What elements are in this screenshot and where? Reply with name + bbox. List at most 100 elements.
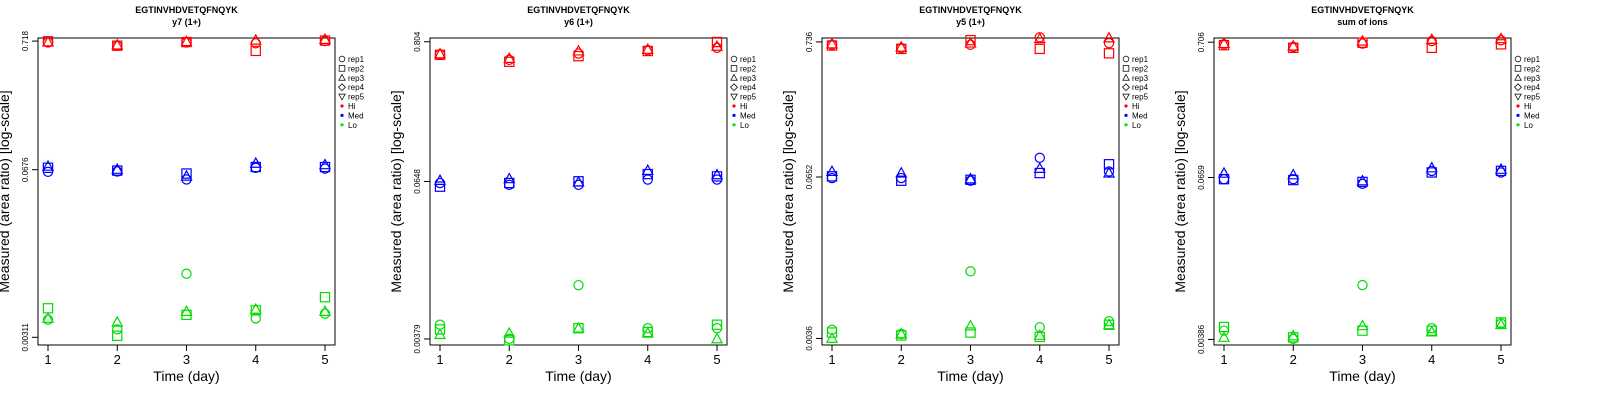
data-point-lo-rep3 [318,304,332,316]
y-tick-label: 0.0676 [21,157,30,182]
legend-label: Hi [1524,102,1532,111]
data-point-med-rep3 [503,172,516,184]
data-point-lo-rep3 [710,332,724,344]
data-point-lo-rep3 [641,326,654,338]
legend-symbol [1514,55,1522,63]
legend-symbol [1122,93,1130,101]
data-point-med-rep1 [642,174,653,185]
legend-label: rep1 [740,55,757,64]
data-point-med-rep3 [825,164,839,176]
data-point-lo-rep3 [572,321,585,333]
legend-symbol [338,83,346,92]
data-point-lo-rep1 [573,279,584,291]
x-tick-label: 3 [1359,352,1366,367]
legend-symbol [338,65,346,72]
legend-label: Med [1132,111,1148,120]
data-point-med-rep2 [711,171,723,182]
data-point-lo-rep3 [1102,318,1116,330]
legend-marker-rep2 [338,65,346,72]
legend-dot-lo [732,123,736,127]
data-point-lo-rep2 [1357,325,1368,336]
data-point-hi-rep3 [41,35,55,47]
y-tick-label: 0.706 [1197,32,1206,53]
legend-marker-rep4 [730,83,738,92]
data-point-lo-rep3 [1494,318,1508,330]
data-point-lo-rep3 [249,302,262,314]
data-point-hi-rep3 [964,36,977,48]
data-point-hi-rep2 [1495,39,1507,50]
data-point-hi-rep3 [433,47,447,59]
legend-marker-rep5 [338,93,346,101]
x-axis-label: Time (day) [545,368,611,384]
data-point-hi-rep3 [1425,32,1438,45]
legend-dot-hi [732,104,736,108]
data-point-hi-rep2 [642,45,653,57]
x-axis-label: Time (day) [153,368,219,384]
legend-label: rep2 [740,64,757,73]
y-tick-label: 0.804 [413,31,422,52]
data-point-med-rep3 [1217,166,1231,178]
data-point-med-rep3 [641,163,654,175]
legend-label: Lo [1132,121,1141,130]
data-point-hi-rep3 [503,51,516,63]
data-point-lo-rep3 [1287,329,1300,341]
x-axis-label: Time (day) [937,368,1003,384]
legend-label: rep4 [348,83,365,92]
legend-symbol [1122,73,1130,81]
legend-symbol [730,65,738,72]
legend-symbol [1122,65,1130,72]
data-point-med-rep2 [42,162,54,174]
data-point-med-rep2 [896,175,907,186]
data-point-lo-rep2 [965,327,976,338]
data-point-lo-rep3 [180,304,193,316]
plot-frame [37,37,336,346]
y-axis-label: Measured (area ratio) [log-scale] [1172,90,1188,292]
data-point-hi-rep2 [112,40,123,51]
data-point-lo-rep2 [42,303,54,314]
data-point-lo-rep1 [965,266,976,277]
data-point-lo-rep1 [112,324,123,335]
legend-label: Lo [1524,121,1533,130]
legend-marker-rep4 [1514,83,1522,92]
chart-panel-2: EGTINVHDVETQFNQYK y6 (1+) 1 2 3 4 5 0.00379 0.06… [388,5,757,384]
data-point-hi-rep2 [1103,48,1115,59]
data-point-lo-rep3 [1425,325,1438,337]
legend-marker-rep5 [1514,93,1522,101]
legend-dot-med [1124,113,1128,117]
data-point-lo-rep2 [711,319,723,330]
chart-panel-4: EGTINVHDVETQFNQYK sum of ions 1 2 3 4 5 0.00386… [1172,5,1541,384]
legend-marker-rep5 [1122,93,1130,101]
legend-marker-rep2 [1122,65,1130,72]
legend-label: Med [348,111,364,120]
chart-title: EGTINVHDVETQFNQYK [527,5,630,15]
x-tick-label: 4 [1036,352,1043,367]
legend-marker-rep1 [1122,55,1130,63]
y-tick-label: 0.0036 [805,326,814,351]
plot-frame [821,37,1120,346]
plot-frame [1213,37,1512,346]
data-point-hi-rep2 [250,45,261,57]
plot-frame [429,37,728,346]
x-tick-label: 1 [828,352,835,367]
data-point-med-rep3 [572,175,585,187]
legend-label: rep1 [1524,55,1541,64]
legend-symbol [338,93,346,101]
y-tick-label: 0.00379 [413,324,422,353]
x-tick-label: 2 [114,352,121,367]
data-point-lo-rep2 [1495,317,1507,328]
y-tick-label: 0.00311 [21,323,30,352]
legend-symbol [1514,65,1522,72]
data-point-hi-rep2 [896,43,907,55]
data-point-med-rep2 [965,174,976,186]
legend-label: rep3 [1132,74,1149,83]
data-point-hi-rep3 [825,37,839,49]
legend-marker-rep1 [338,55,346,63]
data-point-med-rep3 [895,166,908,178]
data-point-hi-rep3 [1356,34,1369,46]
data-point-lo-rep1 [319,308,331,319]
legend-dot-lo [340,123,344,127]
legend-label: Lo [348,121,357,130]
data-point-lo-rep2 [1034,331,1045,343]
data-point-hi-rep2 [1218,39,1230,51]
data-point-med-rep3 [1033,161,1046,173]
